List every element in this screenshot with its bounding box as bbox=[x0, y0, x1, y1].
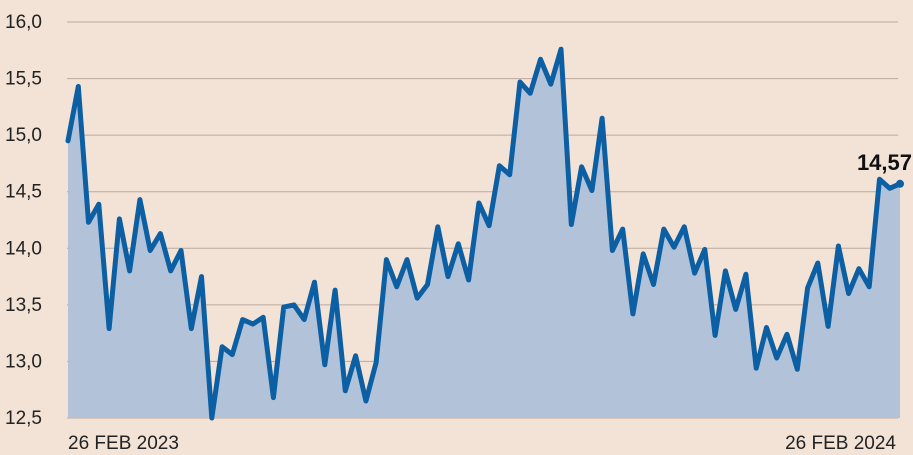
y-axis-ticks: 12,5 13,0 13,5 14,0 14,5 15,0 15,5 16,0 bbox=[5, 12, 42, 429]
price-line bbox=[65, 46, 903, 421]
last-value-label: 14,57 bbox=[857, 150, 912, 175]
area-fill bbox=[68, 49, 900, 418]
y-tick-label: 14,5 bbox=[5, 182, 42, 203]
y-tick-label: 15,5 bbox=[5, 69, 42, 90]
y-tick-label: 12,5 bbox=[5, 408, 42, 429]
y-tick-label: 13,5 bbox=[5, 295, 42, 316]
y-tick-label: 14,0 bbox=[5, 238, 42, 259]
last-value-marker bbox=[896, 179, 904, 188]
y-tick-label: 13,0 bbox=[5, 351, 42, 372]
x-axis-start-label: 26 FEB 2023 bbox=[68, 433, 179, 454]
y-tick-label: 16,0 bbox=[5, 12, 42, 33]
y-tick-label: 15,0 bbox=[5, 125, 42, 146]
x-axis-end-label: 26 FEB 2024 bbox=[785, 433, 896, 454]
